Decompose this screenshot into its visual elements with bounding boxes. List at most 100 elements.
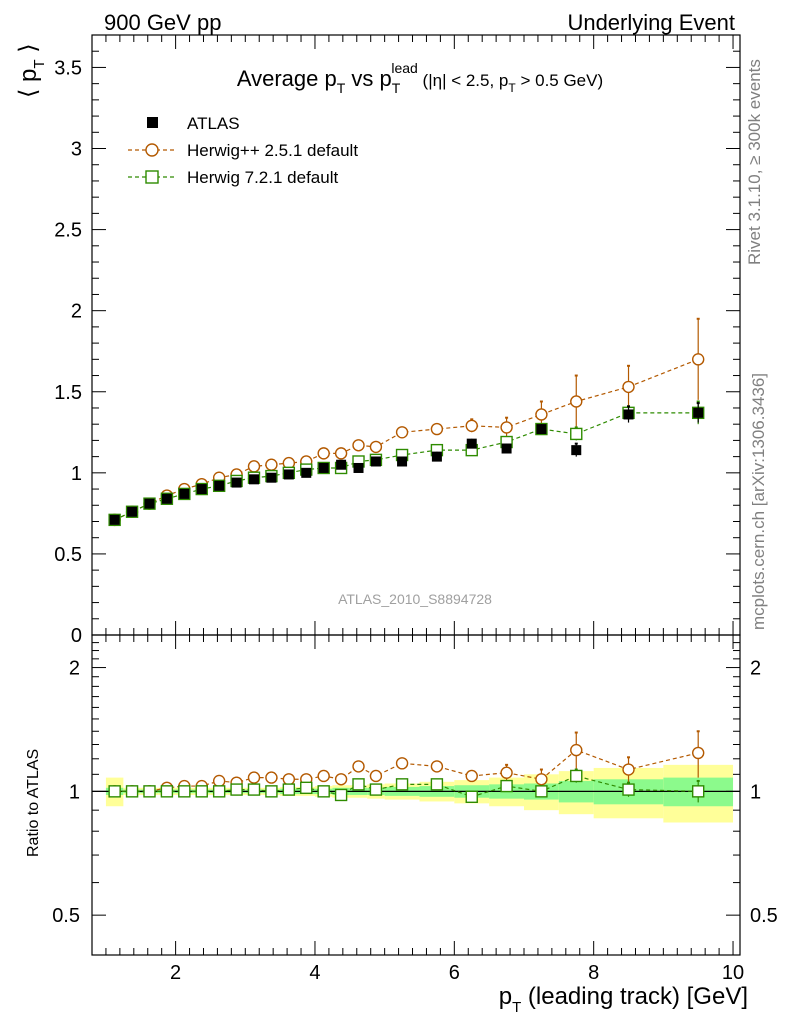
data-point-atlas	[536, 424, 547, 435]
mcplots-label: mcplots.cern.ch [arXiv:1306.3436]	[749, 373, 768, 630]
data-point-herwigpp	[317, 447, 330, 460]
data-point-herwig7	[247, 783, 261, 796]
data-point-herwigpp	[430, 422, 444, 436]
data-point-atlas	[501, 443, 512, 454]
plot-layer: 2 4 6 8 10 0 0.5 1 1.5 2 2.5 3 3.5 0.5 0.5 1 1 2 2	[52, 34, 778, 984]
data-point-herwigpp	[465, 419, 478, 433]
data-point-atlas	[466, 438, 477, 449]
y-tick-label: 0	[71, 625, 82, 647]
legend-label-herwig7: Herwig 7.2.1 default	[187, 168, 338, 187]
data-point-herwigpp	[535, 408, 548, 421]
ratio-y-tick-label-right: 2	[750, 658, 761, 680]
data-point-atlas	[266, 472, 277, 483]
x-tick-label: 6	[449, 962, 460, 984]
y-tick-label: 1	[71, 463, 82, 485]
data-point-atlas	[161, 493, 172, 504]
data-point-herwigpp	[500, 421, 513, 434]
y-tick-label: 3.5	[54, 57, 82, 79]
data-point-herwig7	[465, 790, 478, 803]
data-point-herwigpp	[352, 439, 365, 452]
y-tick-label: 3	[71, 139, 82, 161]
data-point-atlas	[318, 462, 329, 473]
legend-marker-atlas	[147, 117, 158, 128]
legend-marker-herwigpp	[145, 143, 159, 157]
data-point-herwig7	[430, 778, 444, 791]
data-point-herwigpp	[622, 763, 635, 776]
x-tick-label: 2	[170, 962, 181, 984]
data-point-atlas	[693, 407, 704, 418]
data-point-herwigpp	[395, 757, 409, 770]
plot-title: Average pT vs pTlead (|η| < 2.5, pT > 0.…	[237, 60, 603, 96]
data-point-herwig7	[178, 785, 191, 798]
data-point-atlas	[397, 456, 408, 467]
data-point-herwigpp	[369, 440, 383, 454]
series-line-circle	[114, 358, 699, 521]
data-point-atlas	[214, 480, 225, 491]
data-point-herwig7	[500, 779, 513, 793]
data-point-atlas	[127, 506, 138, 517]
data-point-atlas	[196, 484, 207, 495]
data-point-herwig7	[570, 769, 583, 783]
y-tick-label: 0.5	[54, 544, 82, 566]
data-point-herwig7	[395, 778, 409, 791]
data-point-herwig7	[369, 783, 383, 796]
header-left: 900 GeV pp	[104, 10, 221, 35]
ratio-y-tick-label-right: 1	[750, 781, 761, 803]
data-point-herwig7	[212, 785, 226, 798]
data-point-herwig7	[334, 788, 348, 802]
data-point-atlas	[431, 451, 442, 462]
data-point-herwigpp	[535, 773, 548, 786]
data-point-herwig7	[352, 778, 365, 791]
legend-label-herwigpp: Herwig++ 2.5.1 default	[187, 141, 358, 160]
data-point-herwigpp	[212, 774, 226, 788]
legend: ATLAS Herwig++ 2.5.1 default Herwig 7.2.…	[128, 114, 358, 187]
data-point-herwig7	[570, 427, 583, 441]
y-tick-label: 2	[71, 301, 82, 323]
data-point-herwig7	[125, 785, 139, 798]
x-tick-label: 10	[722, 962, 744, 984]
data-point-herwigpp	[265, 458, 278, 471]
data-point-herwigpp	[395, 426, 409, 439]
ratio-y-tick-label: 0.5	[52, 905, 80, 927]
data-point-herwig7	[535, 785, 548, 798]
data-point-herwigpp	[691, 746, 705, 760]
data-point-atlas	[179, 488, 190, 499]
data-point-herwigpp	[352, 760, 365, 773]
legend-marker-herwig7	[145, 170, 159, 184]
data-point-atlas	[571, 445, 582, 456]
x-tick-label: 8	[588, 962, 599, 984]
data-point-herwigpp	[465, 769, 478, 783]
data-point-atlas	[231, 477, 242, 488]
data-point-herwigpp	[570, 743, 583, 757]
data-point-herwigpp	[334, 773, 348, 786]
ratio-y-tick-label: 1	[69, 781, 80, 803]
y-tick-label: 2.5	[54, 220, 82, 242]
analysis-id: ATLAS_2010_S8894728	[338, 591, 492, 607]
data-point-herwigpp	[622, 380, 635, 394]
ratio-y-tick-label: 2	[69, 658, 80, 680]
legend-label-atlas: ATLAS	[187, 114, 240, 133]
data-point-atlas	[336, 459, 347, 470]
data-point-herwigpp	[430, 760, 444, 773]
data-point-herwig7	[195, 785, 208, 798]
data-point-atlas	[301, 467, 312, 478]
data-point-herwig7	[300, 781, 313, 795]
data-point-herwig7	[282, 783, 296, 796]
data-point-herwig7	[230, 783, 243, 796]
rivet-label: Rivet 3.1.10, ≥ 300k events	[745, 59, 764, 265]
data-point-atlas	[249, 474, 259, 485]
data-point-herwig7	[691, 785, 705, 798]
ratio-y-tick-label-right: 0.5	[750, 905, 778, 927]
data-point-atlas	[623, 409, 634, 420]
y-tick-label: 1.5	[54, 382, 82, 404]
data-point-atlas	[283, 469, 294, 480]
data-point-herwigpp	[282, 773, 296, 786]
data-point-herwigpp	[369, 769, 383, 783]
data-point-herwigpp	[500, 766, 513, 779]
header-right: Underlying Event	[567, 10, 735, 35]
data-point-herwig7	[622, 783, 635, 796]
data-point-herwigpp	[317, 769, 330, 783]
y-axis-label-main: ⟨ pT ⟩	[15, 43, 48, 98]
data-point-atlas	[370, 456, 381, 467]
x-tick-label: 4	[309, 962, 320, 984]
